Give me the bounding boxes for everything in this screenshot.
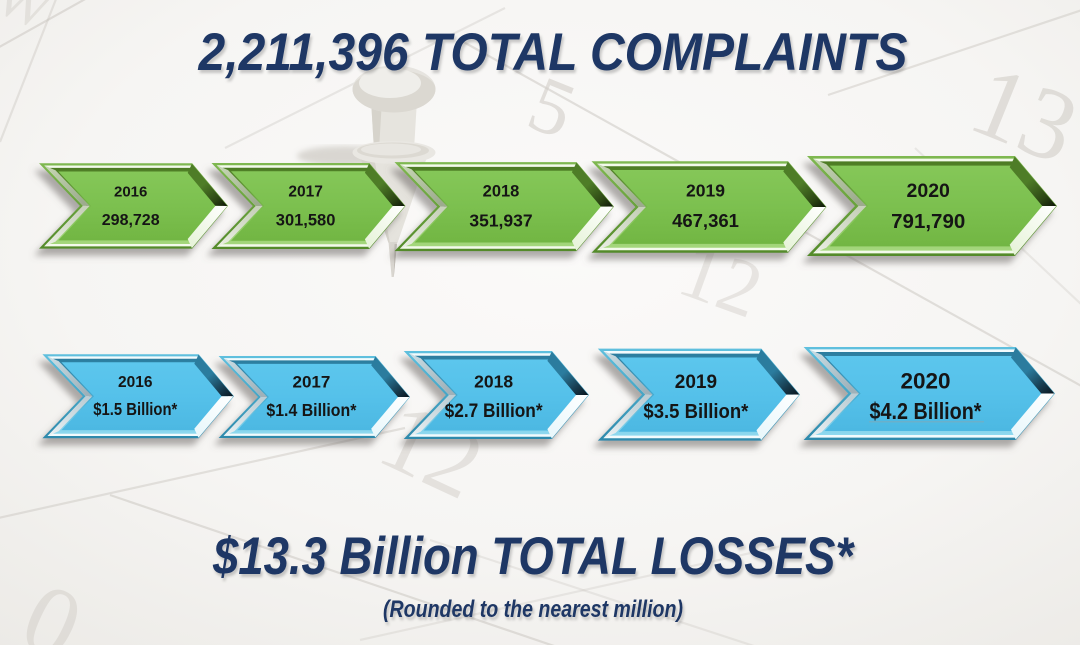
svg-text:2019: 2019 [675,372,717,393]
svg-text:467,361: 467,361 [672,210,739,231]
svg-text:301,580: 301,580 [276,212,336,230]
svg-text:2019: 2019 [686,181,725,201]
svg-text:2016: 2016 [118,374,153,391]
svg-text:351,937: 351,937 [469,210,532,230]
svg-text:791,790: 791,790 [891,210,965,233]
svg-text:2017: 2017 [288,183,322,200]
svg-text:2018: 2018 [474,372,513,392]
svg-text:$1.4 Billion*: $1.4 Billion* [266,400,356,420]
svg-text:$3.5 Billion*: $3.5 Billion* [643,400,748,423]
svg-text:$1.5 Billion*: $1.5 Billion* [93,399,177,419]
svg-text:2020: 2020 [907,180,951,202]
svg-text:2020: 2020 [900,368,950,393]
svg-text:$2.7 Billion*: $2.7 Billion* [445,401,544,422]
svg-text:2016: 2016 [114,183,147,200]
svg-text:298,728: 298,728 [102,212,160,229]
svg-text:$4.2 Billion*: $4.2 Billion* [870,398,982,424]
svg-text:2018: 2018 [483,183,520,201]
svg-text:2017: 2017 [292,372,330,391]
